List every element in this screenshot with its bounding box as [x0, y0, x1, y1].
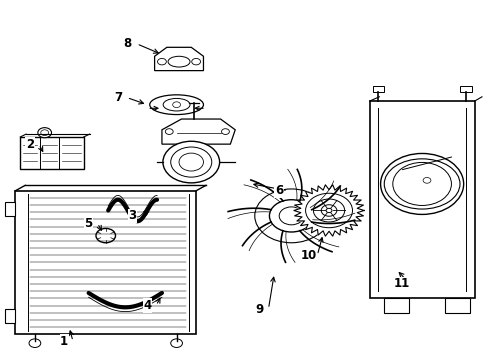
Text: 11: 11 [393, 278, 410, 291]
Circle shape [38, 128, 51, 138]
Text: 4: 4 [143, 299, 151, 312]
Text: 7: 7 [114, 91, 122, 104]
Circle shape [158, 58, 166, 65]
Circle shape [221, 129, 229, 134]
Circle shape [321, 205, 337, 216]
Circle shape [29, 339, 41, 347]
Polygon shape [294, 185, 364, 236]
Text: 2: 2 [26, 138, 34, 150]
Bar [460, 86, 472, 92]
Polygon shape [445, 298, 470, 313]
Circle shape [96, 228, 116, 243]
Polygon shape [4, 202, 15, 216]
Circle shape [171, 339, 182, 347]
Circle shape [192, 58, 200, 65]
Text: 5: 5 [84, 216, 93, 230]
Circle shape [165, 129, 173, 134]
Text: 1: 1 [60, 335, 68, 348]
Circle shape [314, 199, 344, 222]
Circle shape [179, 153, 203, 171]
Text: 9: 9 [255, 303, 264, 316]
Circle shape [381, 153, 464, 215]
Ellipse shape [150, 95, 203, 114]
Text: 10: 10 [300, 249, 317, 262]
Circle shape [326, 208, 332, 213]
Polygon shape [155, 47, 203, 71]
Bar [369, 101, 475, 298]
Circle shape [41, 130, 49, 135]
Text: 6: 6 [275, 184, 283, 197]
Text: 3: 3 [128, 210, 137, 222]
Ellipse shape [384, 159, 460, 209]
Bar [372, 86, 384, 92]
Circle shape [163, 141, 220, 183]
Circle shape [306, 193, 352, 228]
Circle shape [279, 207, 304, 225]
Polygon shape [162, 119, 235, 144]
Circle shape [171, 147, 212, 177]
Circle shape [172, 102, 180, 108]
Ellipse shape [168, 56, 190, 67]
Polygon shape [384, 298, 409, 313]
Polygon shape [4, 309, 15, 323]
Text: 8: 8 [123, 37, 132, 50]
Circle shape [423, 177, 431, 183]
Bar [20, 137, 84, 169]
Circle shape [270, 200, 314, 232]
Circle shape [393, 162, 451, 206]
Ellipse shape [163, 98, 190, 111]
Circle shape [255, 189, 328, 243]
Bar [15, 191, 196, 334]
